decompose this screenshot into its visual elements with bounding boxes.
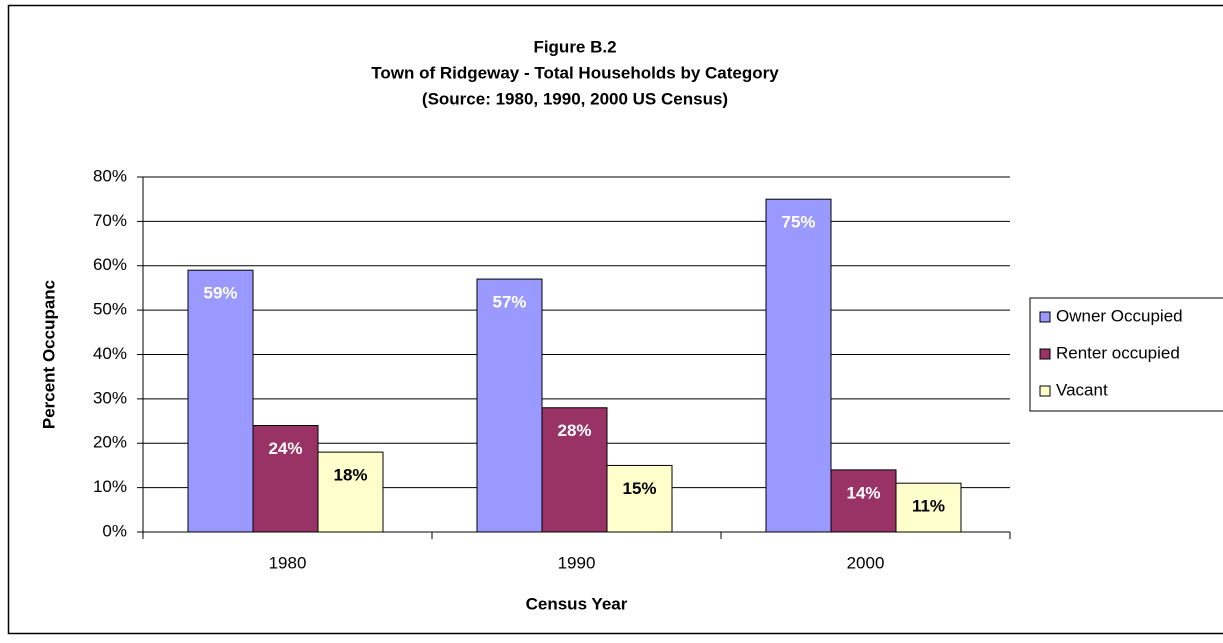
data-label: 24% (268, 439, 302, 458)
data-label: 11% (912, 497, 945, 516)
bar (895, 482, 962, 533)
y-tick-label: 70% (93, 211, 127, 230)
bar (187, 269, 254, 533)
legend-swatch (1039, 311, 1051, 323)
bar (830, 469, 897, 533)
x-tick-label: 1990 (558, 553, 596, 572)
y-tick-label: 0% (102, 521, 127, 540)
y-tick-label: 50% (93, 300, 127, 319)
legend-label: Renter occupied (1056, 343, 1180, 362)
bar (317, 451, 384, 533)
bar (765, 198, 832, 533)
legend-label: Owner Occupied (1056, 306, 1183, 325)
bar (476, 278, 543, 533)
y-tick-label: 30% (93, 388, 127, 407)
bar (541, 407, 608, 533)
data-label: 14% (846, 483, 880, 502)
y-tick-label: 60% (93, 255, 127, 274)
chart-title: Town of Ridgeway - Total Households by C… (371, 63, 779, 82)
data-label: 15% (622, 479, 656, 498)
legend-swatch (1039, 385, 1051, 397)
x-axis-label: Census Year (526, 594, 628, 613)
bar (606, 464, 673, 533)
legend-box (1029, 297, 1223, 412)
legend-label: Vacant (1056, 380, 1108, 399)
x-tick-label: 1980 (269, 553, 307, 572)
data-label: 28% (557, 421, 591, 440)
y-axis-label: Percent Occupanc (39, 280, 58, 429)
y-tick-label: 10% (93, 477, 127, 496)
data-label: 57% (492, 293, 526, 312)
y-tick-label: 20% (93, 433, 127, 452)
chart-title: Figure B.2 (533, 37, 616, 56)
y-tick-label: 80% (93, 166, 127, 185)
data-label: 18% (333, 466, 367, 485)
legend-swatch (1039, 348, 1051, 360)
data-label: 75% (781, 213, 815, 232)
data-label: 59% (203, 284, 237, 303)
chart-title: (Source: 1980, 1990, 2000 US Census) (422, 89, 728, 108)
y-tick-label: 40% (93, 344, 127, 363)
x-tick-label: 2000 (847, 553, 885, 572)
bar (252, 425, 319, 533)
